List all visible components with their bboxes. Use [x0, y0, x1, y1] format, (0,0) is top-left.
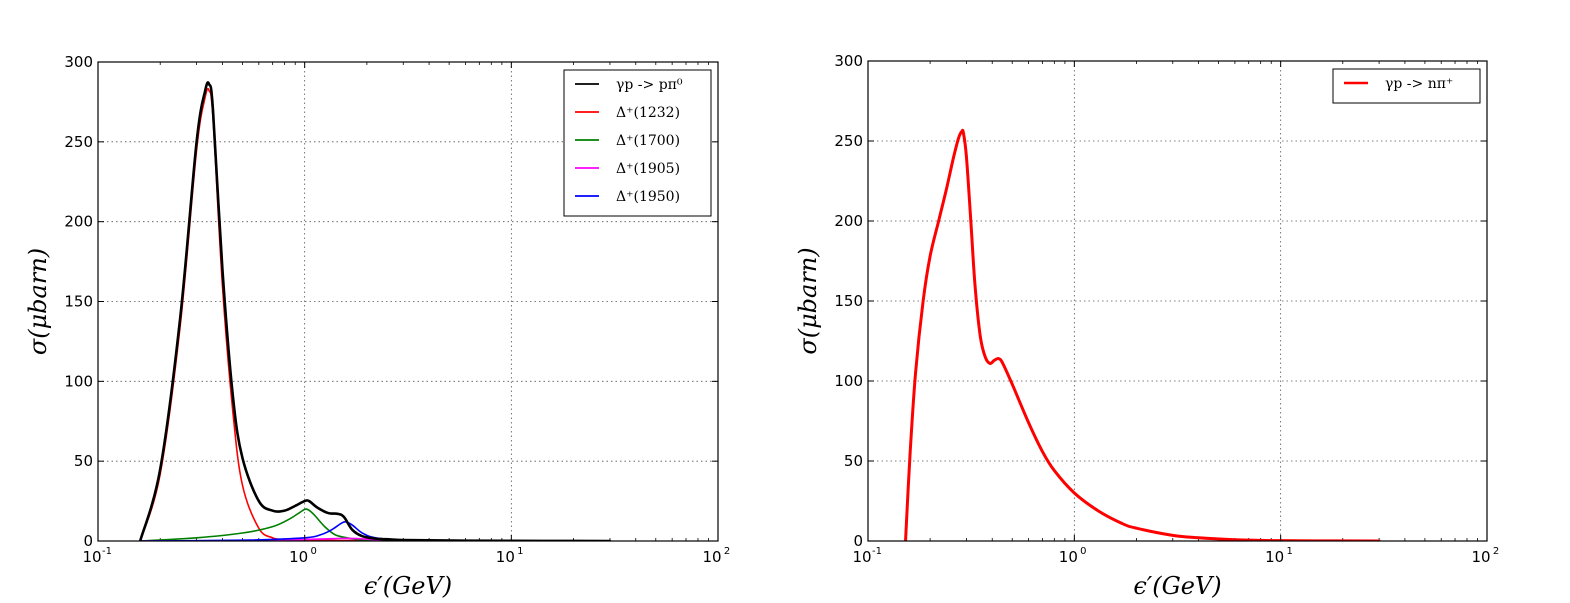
x-tick-exponent: 1: [1286, 546, 1292, 557]
x-tick-exponent: -1: [872, 546, 882, 557]
x-tick-exponent: 0: [310, 546, 316, 557]
legend-entry: Δ⁺(1950): [616, 189, 680, 205]
y-tick-label: 150: [64, 293, 93, 311]
x-tick-label: 10: [1471, 548, 1490, 566]
y-tick-label: 200: [64, 213, 93, 231]
legend-entry: γp -> pπ⁰: [616, 77, 683, 93]
y-tick-label: 100: [834, 372, 863, 390]
series-line-0: [904, 128, 1381, 541]
legend-entry: Δ⁺(1700): [616, 133, 680, 149]
y-tick-label: 300: [834, 52, 863, 70]
x-tick-label: 10: [852, 548, 871, 566]
legend-entry: Δ⁺(1232): [616, 105, 680, 121]
y-tick-label: 50: [844, 452, 863, 470]
x-tick-label: 10: [1059, 548, 1078, 566]
series-line-0: [138, 81, 612, 541]
y-tick-label: 0: [853, 532, 863, 550]
chart-right-pi-plus-production: 10 -1 10 0 10 1 10 2050100150200250300ϵ′(GeV)σ(…: [794, 52, 1499, 600]
x-tick-label: 10: [1265, 548, 1284, 566]
legend: γp -> pπ⁰ Δ⁺(1232) Δ⁺(1700) Δ⁺(1905) Δ⁺(1950…: [563, 69, 712, 217]
chart-left-pi0-production: 10 -1 10 0 10 1 10 2050100150200250300ϵ′(GeV)σ(…: [24, 53, 730, 600]
y-tick-label: 250: [834, 132, 863, 150]
y-axis-label: σ(μbarn): [24, 248, 52, 355]
x-tick-label: 10: [496, 548, 515, 566]
x-tick-label: 10: [702, 548, 721, 566]
legend-box: [1332, 68, 1481, 104]
x-axis-label: ϵ′(GeV): [364, 572, 452, 600]
x-tick-exponent: 2: [724, 546, 730, 557]
x-tick-exponent: -1: [102, 546, 112, 557]
y-tick-label: 50: [74, 452, 93, 470]
y-tick-label: 200: [834, 212, 863, 230]
y-axis-label: σ(μbarn): [794, 247, 822, 354]
y-tick-label: 250: [64, 133, 93, 151]
legend-box: [563, 69, 712, 217]
series-lines: [904, 128, 1381, 541]
x-tick-exponent: 1: [517, 546, 523, 557]
x-tick-exponent: 0: [1080, 546, 1086, 557]
legend: γp -> nπ⁺: [1332, 68, 1481, 104]
legend-entry: γp -> nπ⁺: [1385, 76, 1453, 92]
x-tick-label: 10: [82, 548, 101, 566]
y-tick-label: 100: [64, 372, 93, 390]
legend-entry: Δ⁺(1905): [616, 161, 680, 177]
x-tick-label: 10: [289, 548, 308, 566]
series-lines: [138, 81, 612, 541]
x-axis-label: ϵ′(GeV): [1133, 572, 1221, 600]
y-tick-label: 300: [64, 53, 93, 71]
y-tick-label: 150: [834, 292, 863, 310]
y-tick-label: 0: [83, 532, 93, 550]
x-tick-exponent: 2: [1493, 546, 1499, 557]
